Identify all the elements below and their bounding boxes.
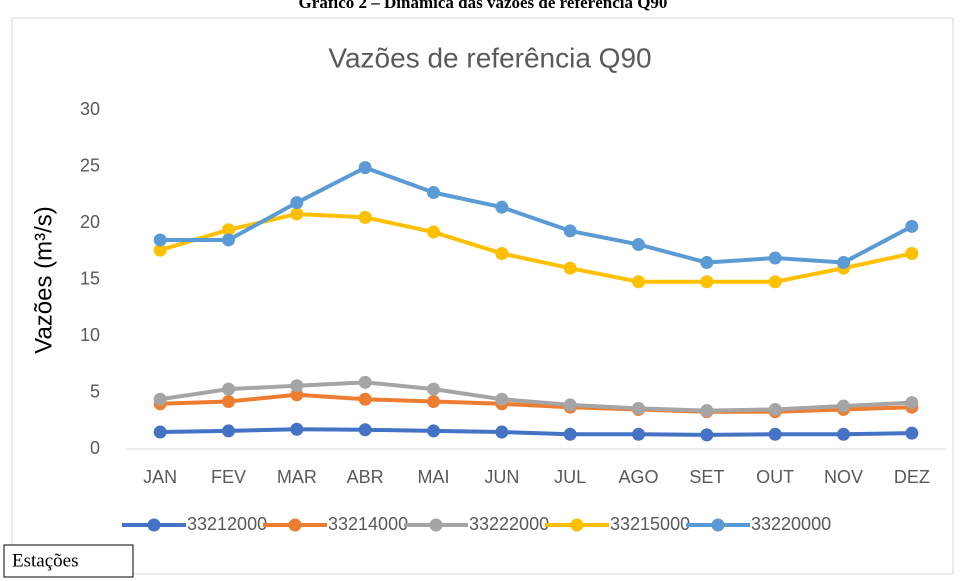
- x-tick-label: OUT: [756, 467, 794, 487]
- point: [358, 392, 372, 406]
- legend-label: 33220000: [751, 514, 831, 534]
- point: [632, 275, 645, 289]
- point: [632, 237, 645, 251]
- point: [358, 423, 372, 437]
- figure-caption: Gráfico 2 – Dinâmica das vazões de refer…: [299, 0, 668, 12]
- point: [290, 379, 304, 393]
- point: [153, 233, 167, 247]
- legend-marker: [570, 518, 584, 532]
- point: [290, 207, 304, 221]
- legend-label: 33215000: [610, 514, 690, 534]
- y-tick-label: 30: [80, 99, 100, 119]
- point: [563, 398, 577, 412]
- point: [563, 261, 577, 275]
- point: [290, 388, 304, 402]
- series-line: [159, 211, 913, 284]
- point: [563, 224, 577, 238]
- chart-title: Vazões de referência Q90: [328, 42, 651, 73]
- x-tick-label: SET: [689, 467, 724, 487]
- point: [495, 392, 509, 406]
- y-tick-label: 0: [90, 438, 100, 458]
- x-tick-label: JAN: [143, 467, 177, 487]
- point: [358, 161, 372, 175]
- legend-marker: [711, 518, 725, 532]
- point: [700, 256, 714, 270]
- y-tick-label: 5: [90, 381, 100, 401]
- x-tick-label: ABR: [347, 467, 384, 487]
- point: [768, 251, 782, 265]
- y-tick-label: 20: [80, 212, 100, 232]
- chart-border: [11, 17, 954, 575]
- point: [427, 424, 440, 438]
- point: [358, 375, 372, 389]
- point: [905, 426, 919, 440]
- point: [153, 392, 167, 406]
- x-tick-label: NOV: [824, 467, 863, 487]
- series-line: [160, 427, 912, 437]
- note: Estações: [12, 550, 78, 571]
- point: [905, 247, 919, 261]
- legend-label: 33222000: [469, 514, 549, 534]
- x-tick-label: FEV: [211, 467, 246, 487]
- legend-marker: [288, 518, 302, 532]
- point: [495, 200, 509, 214]
- point: [290, 196, 304, 210]
- x-tick-label: JUN: [484, 467, 519, 487]
- point: [222, 382, 235, 396]
- series-line: [159, 380, 912, 413]
- point: [222, 223, 235, 237]
- point: [222, 395, 235, 409]
- point: [905, 219, 919, 233]
- point: [427, 382, 440, 396]
- x-tick-label: MAI: [417, 467, 449, 487]
- x-tick-label: AGO: [618, 467, 658, 487]
- point: [358, 210, 372, 224]
- point: [700, 404, 714, 418]
- y-tick-label: 15: [80, 268, 100, 288]
- point: [153, 425, 167, 439]
- point: [427, 185, 440, 199]
- point: [427, 225, 440, 239]
- x-tick-label: MAR: [277, 467, 317, 487]
- note-box: [3, 544, 134, 578]
- point: [290, 422, 304, 436]
- legend-marker: [147, 518, 161, 532]
- point: [153, 243, 167, 257]
- legend-label: 33212000: [187, 514, 267, 534]
- x-tick-label: DEZ: [894, 467, 930, 487]
- legend-marker: [429, 518, 443, 532]
- point: [632, 427, 645, 441]
- point: [837, 256, 850, 270]
- series-line: [160, 392, 912, 414]
- point: [222, 424, 235, 438]
- point: [768, 402, 782, 416]
- point: [837, 399, 850, 413]
- point: [222, 233, 235, 247]
- y-tick-label: 10: [80, 325, 100, 345]
- point: [905, 396, 919, 410]
- point: [700, 275, 714, 289]
- point: [632, 401, 645, 415]
- point: [427, 395, 440, 409]
- y-tick-label: 25: [80, 155, 100, 175]
- point: [837, 427, 850, 441]
- point: [563, 427, 577, 441]
- point: [700, 428, 714, 442]
- point: [768, 275, 782, 289]
- point: [495, 425, 509, 439]
- point: [495, 247, 509, 261]
- legend-label: 33214000: [328, 514, 408, 534]
- point: [768, 427, 782, 441]
- series-line: [160, 165, 913, 265]
- y-axis-label: Vazões (m³/s): [30, 206, 57, 354]
- x-tick-label: JUL: [554, 467, 586, 487]
